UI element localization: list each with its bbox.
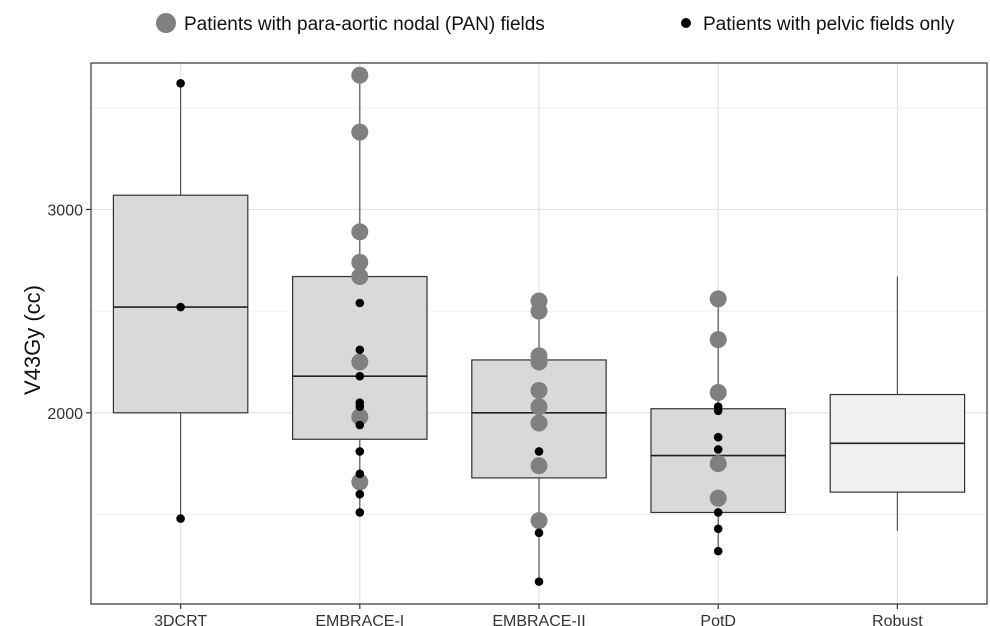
point-pelvic	[713, 445, 723, 454]
y-axis-title: V43Gy (cc)	[20, 285, 45, 395]
y-tick-label: 3000	[47, 202, 83, 219]
y-tick-label: 2000	[47, 406, 83, 423]
point-pelvic	[534, 447, 544, 456]
point-pan	[530, 398, 548, 416]
legend-label-pan: Patients with para-aortic nodal (PAN) fi…	[184, 14, 545, 35]
point-pelvic	[355, 371, 365, 381]
point-pelvic	[713, 546, 723, 556]
legend-marker-pan	[156, 13, 176, 33]
point-pan	[530, 302, 548, 320]
point-pelvic	[355, 447, 365, 456]
point-pan	[530, 512, 548, 530]
points	[176, 66, 727, 586]
point-pelvic	[355, 489, 365, 499]
point-pelvic	[534, 528, 544, 538]
point-pan	[351, 408, 369, 426]
point-pelvic	[713, 508, 723, 517]
point-pelvic	[176, 79, 185, 88]
point-pan	[709, 455, 727, 473]
point-pan	[351, 123, 369, 141]
point-pan	[709, 331, 727, 349]
point-pan	[709, 489, 727, 507]
x-tick-label: Robust	[872, 613, 923, 626]
point-pan	[351, 473, 369, 491]
point-pelvic	[176, 302, 185, 312]
point-pan	[530, 353, 548, 371]
point-pelvic	[355, 420, 365, 430]
x-tick-label: EMBRACE-I	[315, 613, 404, 626]
point-pan	[351, 253, 369, 271]
point-pelvic	[713, 524, 723, 534]
point-pan	[530, 457, 548, 475]
point-pelvic	[355, 345, 365, 355]
point-pan	[709, 290, 727, 308]
point-pan	[709, 383, 727, 401]
point-pan	[530, 414, 548, 432]
point-pelvic	[355, 508, 365, 517]
x-tick-label: EMBRACE-II	[492, 613, 585, 626]
point-pan	[530, 381, 548, 399]
x-tick-label: 3DCRT	[154, 613, 207, 626]
legend-marker-pelvic	[681, 18, 691, 28]
point-pelvic	[355, 469, 365, 479]
legend: Patients with para-aortic nodal (PAN) fi…	[156, 13, 955, 35]
point-pan	[351, 353, 369, 371]
y-axis: 2000 3000	[47, 202, 91, 423]
legend-label-pelvic: Patients with pelvic fields only	[703, 14, 955, 35]
point-pelvic	[176, 514, 185, 523]
point-pelvic	[713, 406, 723, 416]
point-pelvic	[713, 432, 723, 442]
point-pelvic	[534, 577, 544, 586]
x-axis: 3DCRT EMBRACE-I EMBRACE-II PotD Robust	[154, 604, 923, 626]
point-pan	[351, 66, 369, 84]
point-pan	[351, 268, 369, 286]
box-robust	[829, 276, 966, 531]
point-pan	[351, 223, 369, 241]
x-tick-label: PotD	[700, 613, 736, 626]
point-pelvic	[355, 402, 365, 412]
point-pelvic	[355, 298, 365, 308]
